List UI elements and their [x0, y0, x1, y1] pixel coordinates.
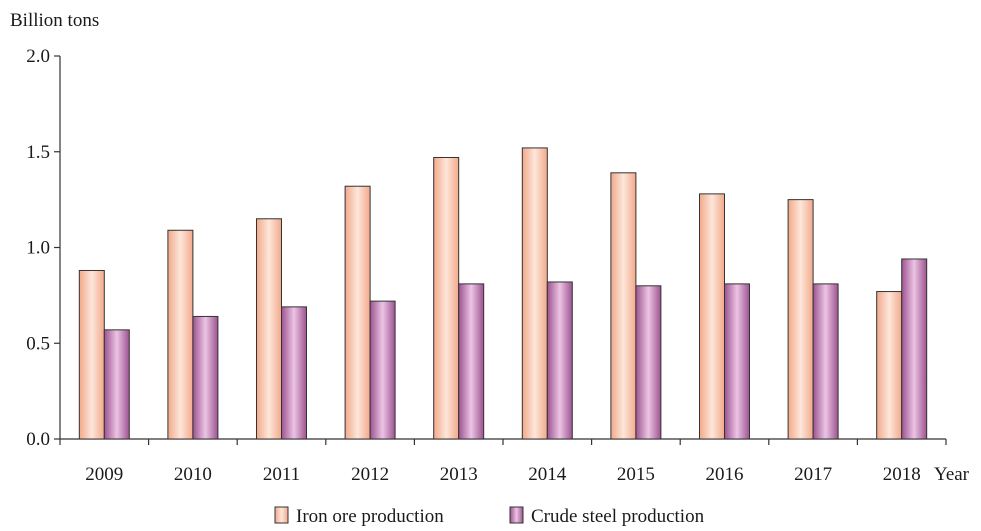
bar-iron-ore: [876, 291, 903, 440]
bar-crude-steel: [369, 300, 396, 440]
x-tick-label: 2010: [174, 464, 212, 485]
legend-label-crude-steel: Crude steel production: [531, 506, 705, 527]
bar-crude-steel: [192, 315, 219, 440]
x-tick-label: 2011: [263, 464, 300, 485]
bar-iron-ore: [521, 147, 548, 440]
legend-swatch-iron-ore: [274, 506, 289, 524]
legend-label-iron-ore: Iron ore production: [296, 506, 444, 527]
y-tick-label: 0.5: [26, 333, 50, 354]
bar-iron-ore: [610, 172, 637, 440]
legend-swatch-crude-steel: [509, 506, 524, 524]
bar-crude-steel: [546, 281, 573, 440]
bar-crude-steel: [281, 306, 307, 440]
bar-iron-ore: [78, 269, 105, 440]
x-tick-label: 2012: [351, 464, 389, 485]
x-tick-label: 2013: [440, 464, 478, 485]
y-axis: 0.0 0.5 1.0 1.5 2.0: [26, 46, 61, 450]
y-tick-label: 1.5: [26, 142, 50, 163]
bar-iron-ore: [433, 156, 460, 440]
bar-crude-steel: [103, 329, 130, 440]
bar-crude-steel: [901, 258, 928, 440]
bar-iron-ore: [344, 185, 371, 440]
bars: [78, 147, 928, 440]
bar-iron-ore: [167, 229, 194, 440]
x-tick-label: 2015: [617, 464, 655, 485]
x-axis: 2009 2010 2011 2012 2013 2014 2015 2016 2017 2018: [59, 438, 947, 485]
x-tick-label: 2016: [706, 464, 744, 485]
y-tick-label: 2.0: [26, 46, 50, 67]
bar-crude-steel: [812, 283, 839, 440]
x-tick-label: 2017: [794, 464, 832, 485]
bar-iron-ore: [256, 218, 282, 440]
x-tick-label: 2009: [85, 464, 123, 485]
bar-crude-steel: [635, 285, 662, 440]
y-tick-label: 0.0: [26, 429, 50, 450]
bar-iron-ore: [787, 199, 814, 440]
x-tick-label: 2014: [528, 464, 567, 485]
y-tick-label: 1.0: [26, 238, 50, 259]
y-axis-label: Billion tons: [10, 10, 99, 31]
bar-crude-steel: [724, 283, 750, 440]
legend: Iron ore production Crude steel producti…: [274, 506, 705, 527]
bar-crude-steel: [458, 283, 485, 440]
bar-iron-ore: [699, 193, 725, 440]
x-axis-label: Year: [934, 464, 970, 485]
x-tick-label: 2018: [883, 464, 921, 485]
